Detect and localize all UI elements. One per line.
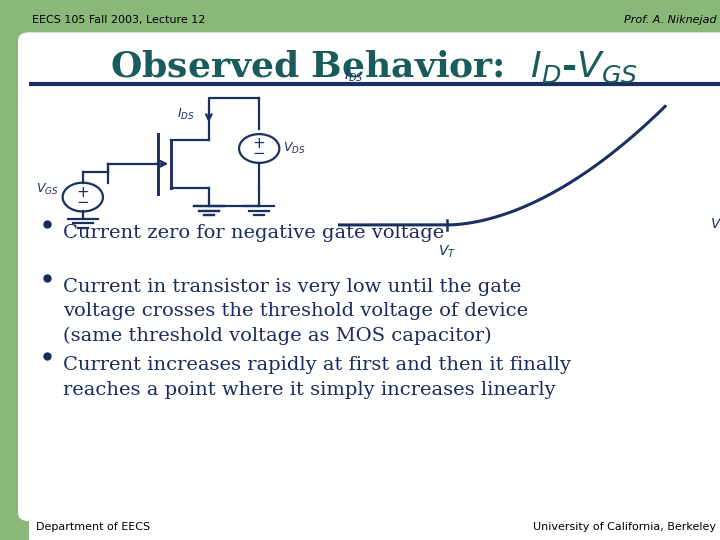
Text: $V_{GS}$: $V_{GS}$ [710,217,720,233]
Text: +: + [253,137,266,152]
Text: $V_{DS}$: $V_{DS}$ [283,141,306,156]
Text: EECS 105 Fall 2003, Lecture 12: EECS 105 Fall 2003, Lecture 12 [32,15,206,25]
Text: $V_{GS}$: $V_{GS}$ [36,183,59,198]
Text: −: − [76,195,89,210]
Bar [0,0,29,540]
Text: $I_{DS}$: $I_{DS}$ [343,67,363,84]
Text: $I_{DS}$: $I_{DS}$ [177,107,195,122]
Text: Current zero for negative gate voltage: Current zero for negative gate voltage [63,224,444,242]
Text: $V_T$: $V_T$ [438,244,456,260]
Text: Current in transistor is very low until the gate
voltage crosses the threshold v: Current in transistor is very low until … [63,278,528,345]
Text: Current increases rapidly at first and then it finally
reaches a point where it : Current increases rapidly at first and t… [63,356,571,399]
Text: University of California, Berkeley: University of California, Berkeley [534,522,716,531]
Text: Prof. A. Niknejad: Prof. A. Niknejad [624,15,716,25]
Text: −: − [253,146,266,161]
Text: +: + [76,185,89,200]
FancyBboxPatch shape [18,32,720,521]
Bar [0,0,720,40]
Text: Department of EECS: Department of EECS [36,522,150,531]
Text: Observed Behavior:  $\mathit{I}_{D}$-$\mathit{V}_{GS}$: Observed Behavior: $\mathit{I}_{D}$-$\ma… [110,49,639,85]
